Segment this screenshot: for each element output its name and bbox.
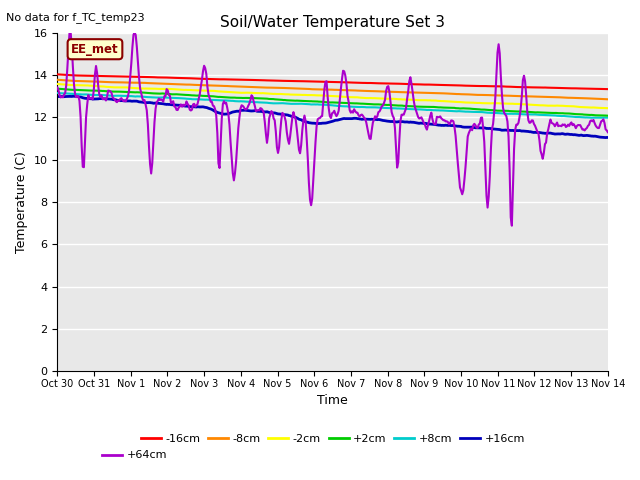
+16cm xyxy=(70,93,78,99)
+8cm xyxy=(588,115,595,120)
+16cm xyxy=(506,127,513,133)
-8cm xyxy=(591,96,598,102)
+8cm xyxy=(592,115,600,120)
-16cm xyxy=(604,86,612,92)
X-axis label: Time: Time xyxy=(317,395,348,408)
+2cm xyxy=(604,113,612,119)
+8cm xyxy=(318,102,326,108)
+2cm xyxy=(381,102,389,108)
Line: +2cm: +2cm xyxy=(58,89,608,116)
-16cm xyxy=(351,80,359,85)
+16cm xyxy=(316,120,324,126)
Text: EE_met: EE_met xyxy=(71,43,119,56)
Legend: -16cm, -8cm, -2cm, +2cm, +8cm, +16cm: -16cm, -8cm, -2cm, +2cm, +8cm, +16cm xyxy=(136,429,529,448)
+2cm xyxy=(505,108,513,114)
+64cm xyxy=(54,85,61,91)
+2cm xyxy=(591,112,598,118)
+16cm xyxy=(602,135,609,141)
-2cm xyxy=(351,95,359,100)
-8cm xyxy=(318,86,326,92)
-2cm xyxy=(318,93,326,98)
+2cm xyxy=(318,99,326,105)
-2cm xyxy=(505,101,513,107)
+8cm xyxy=(505,111,513,117)
+64cm xyxy=(353,110,360,116)
+8cm xyxy=(315,102,323,108)
+64cm xyxy=(66,30,74,36)
-2cm xyxy=(604,105,612,111)
-8cm xyxy=(315,86,323,92)
Line: +64cm: +64cm xyxy=(58,33,608,226)
+8cm xyxy=(604,115,612,120)
Line: +16cm: +16cm xyxy=(58,96,608,138)
+16cm xyxy=(54,94,61,99)
-16cm xyxy=(381,81,389,86)
-2cm xyxy=(381,96,389,102)
-16cm xyxy=(54,72,61,77)
+16cm xyxy=(319,120,327,126)
+2cm xyxy=(351,100,359,106)
-16cm xyxy=(315,79,323,84)
+2cm xyxy=(54,86,61,92)
Y-axis label: Temperature (C): Temperature (C) xyxy=(15,151,28,253)
Line: +8cm: +8cm xyxy=(58,93,608,118)
+2cm xyxy=(315,99,323,105)
Line: -16cm: -16cm xyxy=(58,74,608,89)
+8cm xyxy=(381,105,389,111)
-2cm xyxy=(591,105,598,110)
Line: -2cm: -2cm xyxy=(58,84,608,108)
-2cm xyxy=(54,81,61,87)
+64cm xyxy=(593,124,600,130)
+64cm xyxy=(316,115,324,121)
-16cm xyxy=(505,84,513,90)
+16cm xyxy=(382,118,390,124)
-16cm xyxy=(318,79,326,84)
+8cm xyxy=(54,90,61,96)
-8cm xyxy=(54,77,61,83)
-2cm xyxy=(315,93,323,98)
+8cm xyxy=(351,104,359,110)
-8cm xyxy=(505,93,513,98)
+64cm xyxy=(506,167,513,173)
+16cm xyxy=(353,116,360,121)
Legend: +64cm: +64cm xyxy=(97,446,172,465)
Title: Soil/Water Temperature Set 3: Soil/Water Temperature Set 3 xyxy=(220,15,445,30)
-8cm xyxy=(604,96,612,102)
-8cm xyxy=(381,89,389,95)
Text: No data for f_TC_temp23: No data for f_TC_temp23 xyxy=(6,12,145,23)
+64cm xyxy=(508,223,516,228)
+64cm xyxy=(382,88,390,94)
-8cm xyxy=(351,87,359,93)
+16cm xyxy=(604,134,612,140)
+64cm xyxy=(319,100,327,106)
Line: -8cm: -8cm xyxy=(58,80,608,99)
+16cm xyxy=(592,133,600,139)
+64cm xyxy=(604,129,612,135)
-16cm xyxy=(591,86,598,92)
